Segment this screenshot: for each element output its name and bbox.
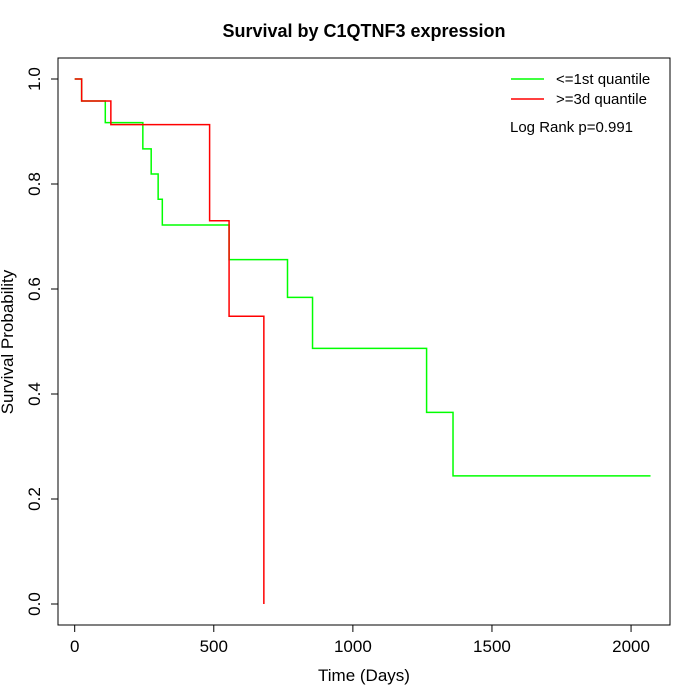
y-tick-label: 0.6	[25, 277, 44, 301]
x-tick-label: 500	[200, 637, 228, 656]
survival-curve-series-1	[74, 78, 651, 477]
x-axis-label: Time (Days)	[318, 666, 410, 685]
logrank-annotation: Log Rank p=0.991	[510, 119, 633, 136]
series-layer	[74, 78, 651, 604]
y-tick-label: 0.2	[25, 487, 44, 511]
x-tick-label: 1000	[334, 637, 372, 656]
y-tick-label: 1.0	[25, 67, 44, 91]
legend-label-series-2: >=3d quantile	[556, 91, 647, 108]
y-axis-label: Survival Probability	[0, 269, 17, 414]
x-tick-label: 0	[70, 637, 79, 656]
legend: <=1st quantile >=3d quantile	[511, 71, 650, 108]
y-tick-label: 0.4	[25, 382, 44, 406]
legend-label-series-1: <=1st quantile	[556, 71, 650, 88]
y-tick-label: 0.0	[25, 592, 44, 616]
survival-curve-series-2	[74, 78, 265, 604]
y-tick-label: 0.8	[25, 172, 44, 196]
axes: 0 500 1000 1500 2000 0.0 0.2 0.4 0.6 0.8 1.0	[25, 67, 650, 656]
chart-title: Survival by C1QTNF3 expression	[222, 21, 505, 41]
x-tick-label: 2000	[612, 637, 650, 656]
plot-frame	[57, 57, 671, 626]
x-tick-label: 1500	[473, 637, 511, 656]
